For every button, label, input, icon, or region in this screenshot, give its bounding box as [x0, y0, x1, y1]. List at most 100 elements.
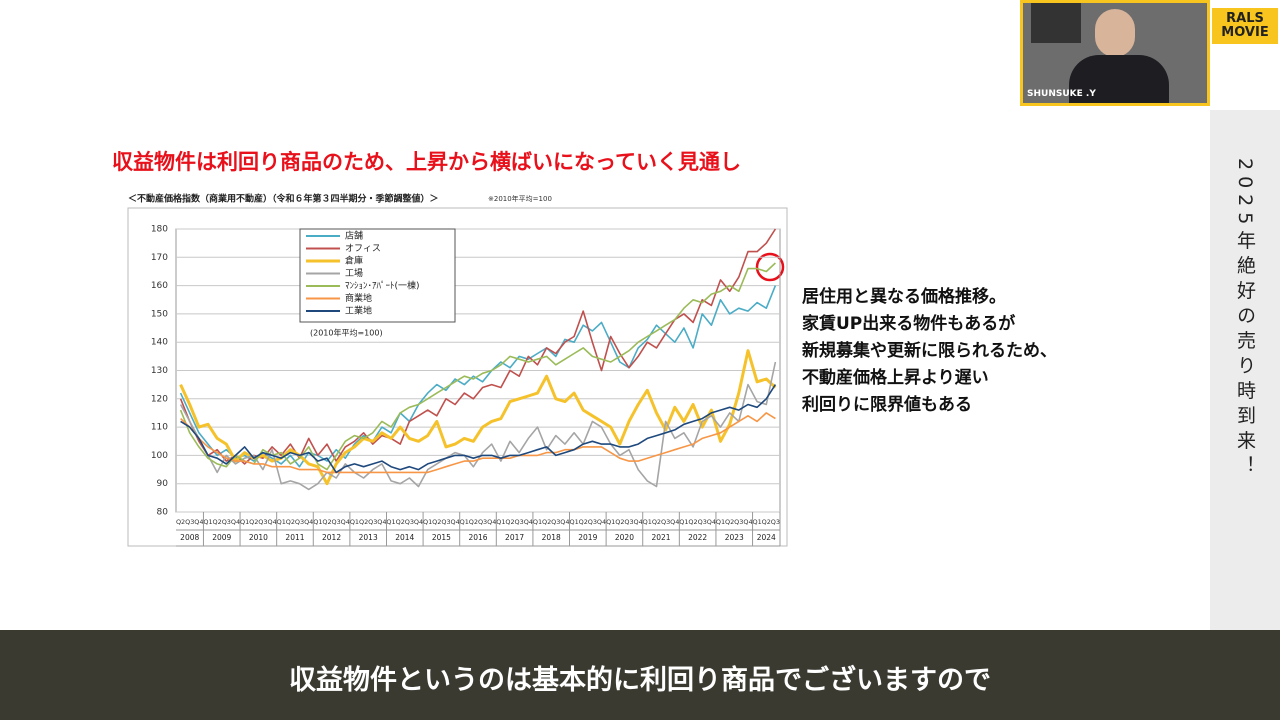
x-tick-label: Q1 — [423, 518, 432, 526]
x-tick-label: Q1 — [313, 518, 322, 526]
y-tick-label: 150 — [151, 309, 168, 319]
x-tick-label: Q4 — [670, 518, 679, 526]
side-banner: 2025年絶好の売り時到来！ — [1210, 110, 1280, 630]
series-line — [180, 384, 777, 474]
face — [1095, 9, 1135, 57]
x-tick-label: Q1 — [679, 518, 688, 526]
x-tick-label: Q1 — [386, 518, 395, 526]
year-label: 2015 — [432, 533, 451, 542]
x-tick-label: Q1 — [533, 518, 542, 526]
year-label: 2023 — [725, 533, 744, 542]
side-text-line: 居住用と異なる価格推移。 — [802, 287, 1006, 307]
chart-subtitle: ※2010年平均=100 — [488, 194, 552, 203]
x-tick-label: Q2 — [615, 518, 624, 526]
x-tick-label: Q4 — [597, 518, 606, 526]
x-tick-label: Q3 — [588, 518, 597, 526]
x-tick-label: Q2 — [432, 518, 441, 526]
series-line — [180, 412, 776, 474]
x-tick-label: Q4 — [231, 518, 240, 526]
x-tick-label: Q2 — [286, 518, 295, 526]
logo: RALS MOVIE — [1212, 8, 1278, 44]
x-tick-label: Q1 — [716, 518, 725, 526]
series-line — [179, 349, 777, 486]
x-tick-label: Q4 — [487, 518, 496, 526]
x-tick-label: Q3 — [368, 518, 377, 526]
chart-title: ＜不動産価格指数（商業用不動産）（令和６年第３四半期分・季節調整値）＞ — [128, 193, 439, 205]
x-tick-label: Q2 — [176, 518, 185, 526]
x-tick-label: Q3 — [551, 518, 560, 526]
x-tick-label: Q2 — [725, 518, 734, 526]
legend-label: 倉庫 — [345, 255, 363, 267]
side-text: 居住用と異なる価格推移。 家賃UP出来る物件もあるが新規募集や更新に限られるため、… — [802, 284, 1057, 419]
year-label: 2017 — [505, 533, 524, 542]
year-label: 2014 — [395, 533, 414, 542]
y-tick-label: 130 — [151, 366, 168, 376]
x-tick-label: Q1 — [240, 518, 249, 526]
x-tick-label: Q4 — [414, 518, 423, 526]
legend-box — [299, 228, 456, 323]
x-tick-label: Q2 — [505, 518, 514, 526]
x-tick-label: Q3 — [661, 518, 670, 526]
y-tick-label: 140 — [151, 338, 168, 348]
x-tick-label: Q1 — [752, 518, 761, 526]
year-label: 2019 — [578, 533, 597, 542]
caption: 収益物件というのは基本的に利回り商品でございますので — [289, 665, 991, 696]
year-label: 2016 — [468, 533, 487, 542]
x-tick-label: Q3 — [441, 518, 450, 526]
side-text-line: 新規募集や更新に限られるため、 — [802, 341, 1057, 361]
x-tick-label: Q2 — [542, 518, 551, 526]
series-line — [179, 285, 777, 468]
webcam-name: SHUNSUKE .Y — [1027, 89, 1096, 99]
x-tick-label: Q3 — [515, 518, 524, 526]
x-tick-label: Q4 — [341, 518, 350, 526]
body — [1069, 55, 1169, 103]
side-text-line: 不動産価格上昇より遅い — [802, 368, 989, 388]
side-text-line: 家賃UP出来る物件もあるが — [802, 314, 1016, 334]
caption-bar: 収益物件というのは基本的に利回り商品でございますので — [0, 630, 1280, 720]
x-tick-label: Q3 — [258, 518, 267, 526]
x-tick-label: Q4 — [743, 518, 752, 526]
x-tick-label: Q2 — [688, 518, 697, 526]
y-tick-label: 120 — [151, 394, 168, 404]
year-label: 2018 — [542, 533, 561, 542]
x-tick-label: Q2 — [396, 518, 405, 526]
x-tick-label: Q3 — [624, 518, 633, 526]
x-tick-label: Q1 — [643, 518, 652, 526]
x-tick-label: Q3 — [698, 518, 707, 526]
x-tick-label: Q2 — [469, 518, 478, 526]
x-tick-label: Q1 — [569, 518, 578, 526]
x-tick-label: Q4 — [560, 518, 569, 526]
x-tick-label: Q2 — [322, 518, 331, 526]
x-tick-label: Q2 — [359, 518, 368, 526]
x-tick-label: Q4 — [450, 518, 459, 526]
x-tick-label: Q3 — [405, 518, 414, 526]
legend-label: オフィス — [345, 243, 381, 254]
x-tick-label: Q2 — [249, 518, 258, 526]
webcam: SHUNSUKE .Y — [1020, 0, 1210, 106]
x-tick-label: Q2 — [213, 518, 222, 526]
legend-label: 工業地 — [345, 305, 372, 317]
x-tick-label: Q4 — [707, 518, 716, 526]
x-tick-label: Q2 — [579, 518, 588, 526]
x-tick-label: Q4 — [524, 518, 533, 526]
x-tick-label: Q4 — [377, 518, 386, 526]
highlight-circle — [755, 252, 785, 282]
side-text-line: 利回りに限界値もある — [802, 395, 972, 415]
x-tick-label: Q1 — [496, 518, 505, 526]
x-tick-label: Q1 — [460, 518, 469, 526]
x-tick-label: Q1 — [203, 518, 212, 526]
legend-label: 商業地 — [345, 292, 372, 304]
year-label: 2011 — [285, 533, 304, 542]
x-tick-label: Q4 — [634, 518, 643, 526]
slide-title: 収益物件は利回り商品のため、上昇から横ばいになっていく見通し — [112, 150, 741, 174]
y-tick-label: 80 — [157, 508, 169, 518]
legend-label: ﾏﾝｼｮﾝ･ｱﾊﾟｰﾄ(一棟) — [345, 280, 420, 292]
x-tick-label: Q4 — [304, 518, 313, 526]
y-tick-label: 170 — [151, 253, 168, 263]
year-label: 2012 — [322, 533, 341, 542]
legend-label: 工場 — [345, 267, 363, 279]
y-tick-label: 180 — [151, 225, 168, 235]
year-label: 2022 — [688, 533, 707, 542]
year-label: 2008 — [180, 533, 199, 542]
